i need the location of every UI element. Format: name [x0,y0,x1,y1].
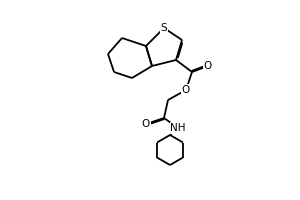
Text: O: O [142,119,150,129]
Text: O: O [204,61,212,71]
Text: S: S [161,23,167,33]
Text: NH: NH [170,123,186,133]
Text: O: O [182,85,190,95]
